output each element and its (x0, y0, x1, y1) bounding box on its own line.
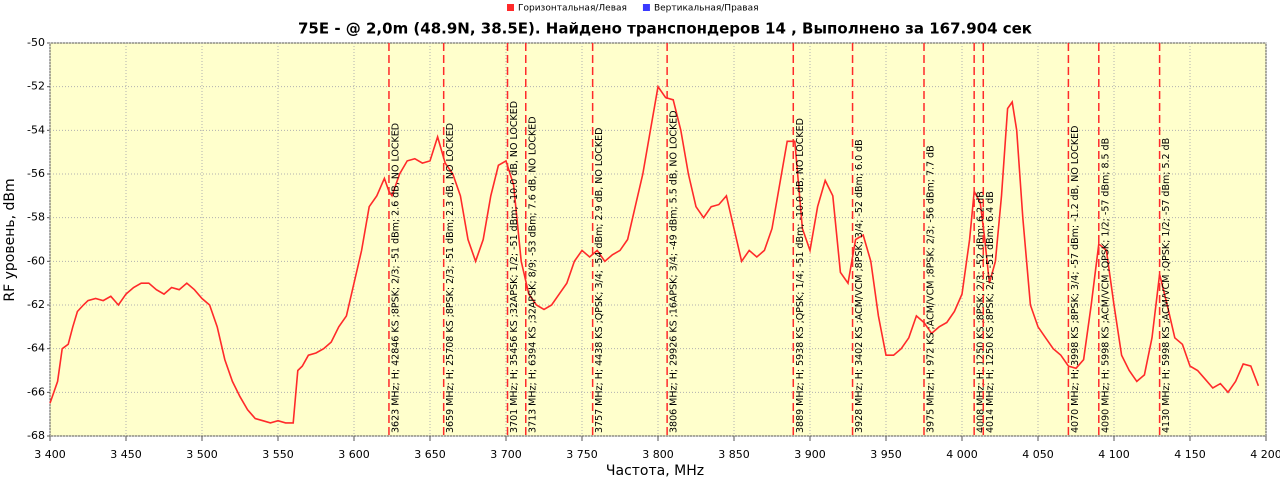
y-tick-label: -62 (27, 298, 45, 311)
transponder-label: 3889 MHz; H; 5938 KS ;QPSK; 1/4; -51 dBm… (795, 118, 806, 433)
transponder-label: 4130 MHz; H; 5998 KS ;ACM/VCM ;QPSK; 1/2… (1161, 138, 1172, 433)
transponder-label: 3975 MHz; H; 972 KS ;ACM/VCM ;8PSK; 2/3;… (926, 145, 937, 433)
transponder-label: 3757 MHz; H; 4438 KS ;QPSK; 3/4; -54 dBm… (594, 128, 605, 433)
x-tick-label: 4 200 (1250, 448, 1280, 461)
plot-area (49, 42, 1267, 437)
x-tick-label: 3 950 (870, 448, 902, 461)
y-tick-label: -68 (27, 429, 45, 442)
transponder-label: 4008 MHz; H; 1250 KS ;8PSK; 2/3; -52 dBm… (976, 191, 987, 433)
legend-swatch (642, 4, 650, 11)
y-tick-label: -56 (27, 167, 45, 180)
y-tick-label: -66 (27, 385, 45, 398)
y-tick-label: -52 (27, 80, 45, 93)
x-axis-label: Частота, MHz (606, 463, 704, 479)
transponder-label: 3659 MHz; H; 25708 KS ;8PSK; 2/3; -51 dB… (445, 123, 456, 433)
y-tick-label: -50 (27, 36, 45, 49)
y-tick-label: -58 (27, 211, 45, 224)
transponder-label: 3928 MHz; H; 3402 KS ;ACM/VCM ;8PSK; 3/4… (854, 139, 865, 433)
transponder-label: 4090 MHz; H; 5998 KS ;ACM/VCM ;QPSK; 1/2… (1100, 138, 1111, 433)
x-tick-label: 3 800 (642, 448, 674, 461)
x-tick-label: 3 700 (490, 448, 522, 461)
transponder-label: 4014 MHz; H; 1250 KS ;8PSK; 2/3; -51 dBm… (985, 191, 996, 433)
x-tick-label: 3 900 (794, 448, 826, 461)
x-tick-label: 4 050 (1022, 448, 1054, 461)
y-axis-label: RF уровень, dBm (2, 178, 18, 301)
legend-swatch (507, 4, 514, 11)
x-tick-label: 4 100 (1098, 448, 1130, 461)
x-tick-label: 3 550 (262, 448, 294, 461)
x-tick-label: 3 750 (566, 448, 598, 461)
transponder-label: 3713 MHz; H; 6394 KS ;32APSK; 8/9; -53 d… (527, 116, 538, 433)
spectrum-line (49, 84, 1260, 424)
y-tick-label: -60 (27, 254, 45, 267)
x-tick-label: 3 500 (186, 448, 218, 461)
x-tick-label: 4 000 (946, 448, 978, 461)
y-tick-label: -54 (27, 123, 45, 136)
x-tick-label: 3 400 (34, 448, 66, 461)
x-tick-label: 3 450 (110, 448, 142, 461)
x-tick-label: 3 650 (414, 448, 446, 461)
legend-label: Горизонтальная/Левая (518, 4, 627, 14)
transponder-label: 3701 MHz; H; 35456 KS ;32APSK; 1/2; -51 … (509, 101, 520, 433)
transponder-label: 3623 MHz; H; 42846 KS ;8PSK; 2/3; -51 dB… (390, 123, 401, 433)
x-tick-label: 3 600 (338, 448, 370, 461)
chart-title: 75E - @ 2,0m (48.9N, 38.5E). Найдено тра… (298, 20, 1032, 38)
transponder-label: 4070 MHz; H; 3998 KS ;8PSK; 3/4; -57 dBm… (1070, 126, 1081, 433)
legend-label: Вертикальная/Правая (654, 4, 759, 14)
x-tick-label: 4 150 (1174, 448, 1206, 461)
transponder-label: 3806 MHz; H; 29926 KS ;16APSK; 3/4; -49 … (669, 110, 680, 433)
x-tick-label: 3 850 (718, 448, 750, 461)
y-tick-label: -64 (27, 342, 45, 355)
